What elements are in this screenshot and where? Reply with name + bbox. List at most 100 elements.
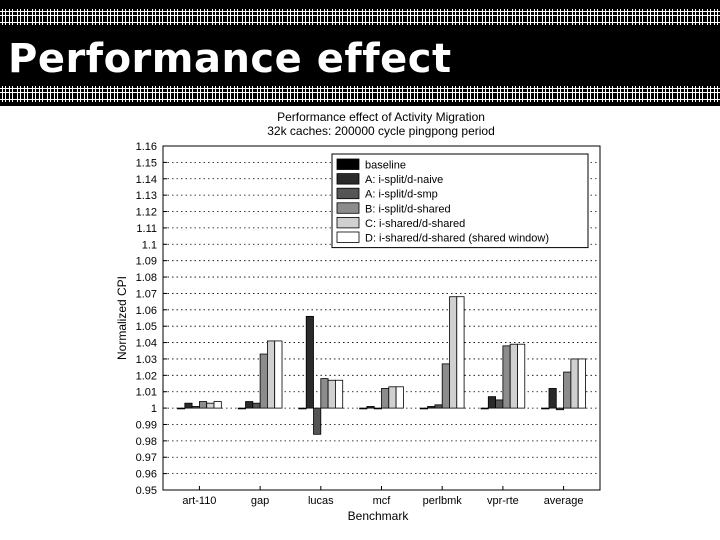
y-tick-label: 1.07 bbox=[136, 288, 157, 300]
y-tick-label: 0.95 bbox=[136, 485, 157, 497]
legend-swatch bbox=[336, 173, 360, 185]
y-tick-label: 0.97 bbox=[136, 452, 157, 464]
bar bbox=[320, 378, 329, 409]
chart-title: Performance effect of Activity Migration bbox=[277, 110, 485, 124]
bar bbox=[313, 407, 322, 435]
legend-swatch bbox=[336, 187, 360, 200]
bar bbox=[434, 404, 443, 409]
y-tick-label: 1.09 bbox=[136, 256, 157, 268]
y-tick-label: 0.98 bbox=[136, 436, 157, 448]
x-tick-label: perlbmk bbox=[423, 495, 463, 507]
bar-chart: Performance effect of Activity Migration… bbox=[115, 110, 601, 523]
y-tick-label: 1.08 bbox=[136, 272, 157, 284]
bar bbox=[373, 407, 382, 410]
legend: baseline A: i-split/d-naive A: i-split/d-s… bbox=[331, 153, 589, 249]
y-tick-label: 0.96 bbox=[136, 469, 157, 481]
y-tick-label: 1.11 bbox=[136, 223, 157, 235]
bar bbox=[327, 379, 336, 409]
y-tick-label: 1.15 bbox=[136, 157, 157, 169]
legend-label: C: i-shared/d-shared bbox=[365, 218, 465, 230]
y-axis-label: Normalized CPI bbox=[115, 276, 129, 360]
bar bbox=[555, 407, 564, 411]
bar bbox=[427, 406, 436, 409]
bar bbox=[274, 340, 283, 409]
bar bbox=[335, 379, 344, 409]
x-tick-label: mcf bbox=[373, 495, 392, 507]
legend-box bbox=[331, 153, 589, 249]
y-tick-label: 1.04 bbox=[136, 338, 157, 350]
legend-label: D: i-shared/d-shared (shared window) bbox=[365, 233, 549, 245]
bar bbox=[252, 402, 261, 409]
bar bbox=[419, 407, 428, 410]
chart-subtitle: 32k caches: 200000 cycle pingpong period bbox=[267, 124, 495, 138]
bar bbox=[298, 407, 307, 410]
bar bbox=[563, 371, 572, 409]
bar bbox=[206, 402, 215, 409]
y-tick-label: 0.99 bbox=[136, 419, 157, 431]
bar bbox=[177, 407, 186, 410]
x-tick-label: vpr-rte bbox=[487, 495, 519, 507]
legend-label: A: i-split/d-naive bbox=[365, 174, 443, 186]
bar bbox=[480, 407, 489, 410]
y-tick-label: 1.14 bbox=[136, 174, 157, 186]
y-tick-label: 1.05 bbox=[136, 321, 157, 333]
bar bbox=[502, 345, 511, 409]
y-tick-label: 1.01 bbox=[136, 387, 157, 399]
bar bbox=[388, 386, 397, 409]
y-tick-label: 1.12 bbox=[136, 207, 157, 219]
bar bbox=[237, 407, 246, 410]
legend-swatch bbox=[336, 217, 360, 229]
bar bbox=[191, 406, 200, 409]
bar bbox=[259, 353, 268, 409]
y-tick-label: 1 bbox=[151, 403, 157, 415]
x-tick-label: gap bbox=[251, 495, 269, 507]
bar bbox=[184, 402, 193, 409]
y-tick-label: 1.02 bbox=[136, 370, 157, 382]
x-axis-label: Benchmark bbox=[348, 509, 410, 523]
bar bbox=[509, 343, 518, 409]
y-tick-label: 1.03 bbox=[136, 354, 157, 366]
legend-label: baseline bbox=[365, 160, 406, 172]
y-tick-label: 1.16 bbox=[136, 141, 157, 153]
x-tick-labels: art-110 gap lucas mcf perlbmk vpr-rte average bbox=[182, 495, 583, 507]
bar bbox=[395, 386, 404, 409]
x-tick-label: art-110 bbox=[182, 495, 216, 507]
legend-swatch bbox=[336, 202, 360, 214]
greek-key-border-top bbox=[0, 9, 720, 25]
bar bbox=[456, 296, 465, 409]
bar bbox=[267, 340, 276, 409]
x-tick-label: lucas bbox=[308, 495, 334, 507]
bar bbox=[541, 407, 550, 410]
bar bbox=[548, 388, 557, 409]
bar bbox=[366, 406, 375, 409]
bar bbox=[441, 363, 450, 409]
title-banner: Performance effect bbox=[0, 0, 720, 106]
bar bbox=[449, 296, 458, 409]
x-tick-label: average bbox=[544, 495, 584, 507]
plot-frame bbox=[162, 145, 601, 491]
gridlines bbox=[163, 145, 600, 491]
slide-title: Performance effect bbox=[8, 36, 452, 82]
y-tick-labels: 0.95 0.96 0.97 0.98 0.99 1 1.01 1.02 1.03 1.04 1.0… bbox=[136, 141, 157, 497]
bar bbox=[199, 401, 208, 409]
greek-key-border-bottom bbox=[0, 86, 720, 102]
bar bbox=[517, 343, 526, 409]
bar bbox=[359, 407, 368, 410]
y-tick-label: 1.06 bbox=[136, 305, 157, 317]
legend-label: A: i-split/d-smp bbox=[365, 189, 438, 201]
bar bbox=[577, 358, 586, 409]
bar bbox=[570, 358, 579, 409]
y-tick-label: 1.1 bbox=[142, 239, 157, 251]
bars bbox=[177, 296, 586, 490]
bar bbox=[245, 401, 254, 409]
y-tick-label: 1.13 bbox=[136, 190, 157, 202]
chart-container: Performance effect of Activity Migration… bbox=[0, 106, 720, 540]
bar bbox=[487, 396, 496, 409]
bar bbox=[381, 388, 390, 409]
bar bbox=[495, 399, 504, 409]
legend-label: B: i-split/d-shared bbox=[365, 203, 451, 215]
bar bbox=[305, 315, 314, 409]
bar bbox=[213, 401, 222, 409]
legend-swatch bbox=[336, 158, 360, 170]
legend-swatch bbox=[336, 231, 360, 243]
